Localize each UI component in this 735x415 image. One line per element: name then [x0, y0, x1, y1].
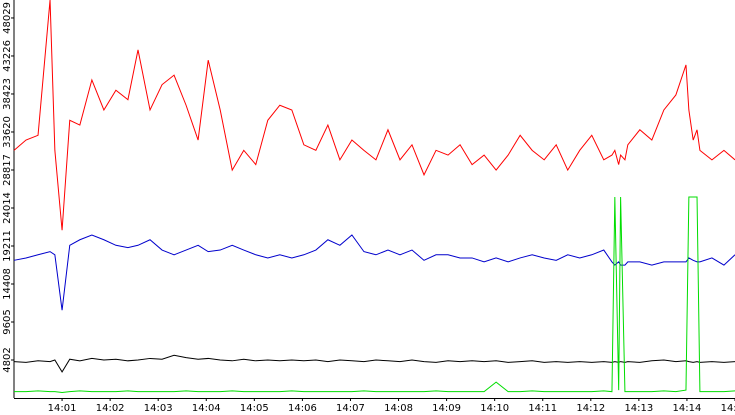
x-tick-label: 14:08 — [384, 403, 413, 414]
series-line — [13, 354, 735, 373]
x-tick-label: 14:04 — [192, 403, 221, 414]
x-tick-label: 14:14 — [673, 403, 702, 414]
series-line — [14, 196, 735, 393]
y-tick-label: 9605 — [2, 309, 13, 334]
x-tick-label: 14:13 — [624, 403, 653, 414]
x-tick-label: 14:07 — [336, 403, 365, 414]
x-tick-label: 14:12 — [576, 403, 605, 414]
y-tick-label: 4802 — [2, 347, 13, 372]
y-tick-label: 48029 — [2, 2, 13, 34]
x-tick-label: 14:10 — [480, 403, 509, 414]
series-line — [13, 234, 735, 311]
x-tick-label: 14:05 — [240, 403, 269, 414]
x-tick-label: 14:02 — [96, 403, 125, 414]
x-tick-label: 14:03 — [144, 403, 173, 414]
y-tick-label: 33620 — [2, 116, 13, 148]
y-tick-label: 19211 — [2, 230, 13, 262]
x-tick-label: 14:11 — [528, 403, 557, 414]
x-tick-label: 14:01 — [48, 403, 77, 414]
series-line — [13, 0, 735, 231]
y-tick-label: 28817 — [2, 154, 13, 186]
y-tick-label: 14408 — [2, 268, 13, 300]
y-tick-label: 38423 — [2, 78, 13, 110]
x-tick-label: 14:06 — [288, 403, 317, 414]
x-tick-label: 14:09 — [432, 403, 461, 414]
x-tick-label: 14:15 — [721, 403, 735, 414]
y-tick-label: 24014 — [2, 192, 13, 224]
y-tick-label: 43226 — [2, 40, 13, 72]
